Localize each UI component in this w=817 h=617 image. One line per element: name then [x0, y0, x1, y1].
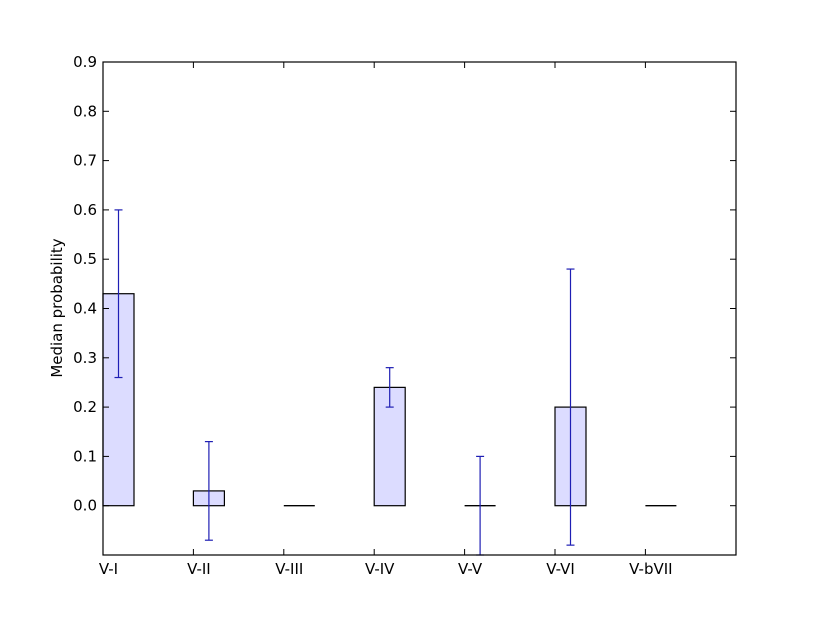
y-tick-label: 0.2: [73, 398, 97, 416]
x-tick-label: V-III: [275, 560, 303, 578]
y-tick-label: 0.3: [73, 349, 97, 367]
plot-area: 0.0 0.1 0.2 0.3 0.4 0.5 0.6 0.7 0.8 0.9 V-I V-II V-I…: [73, 53, 737, 578]
y-tick-label: 0.4: [73, 300, 97, 318]
y-tick-label: 0.0: [73, 497, 97, 515]
x-tick-label: V-II: [187, 560, 211, 578]
y-tick-label: 0.8: [73, 102, 97, 120]
y-tick-label: 0.9: [73, 53, 97, 71]
y-tick-label: 0.1: [73, 447, 97, 465]
x-tick-label: V-VI: [546, 560, 575, 578]
x-tick-label: V-I: [99, 560, 118, 578]
x-tick-label: V-V: [458, 560, 483, 578]
y-tick-label: 0.7: [73, 152, 97, 170]
y-tick-label: 0.6: [73, 201, 97, 219]
x-tick-label: V-IV: [365, 560, 395, 578]
y-tick-label: 0.5: [73, 250, 97, 268]
y-axis-label: Median probability: [48, 238, 66, 377]
x-tick-label: V-bVII: [629, 560, 672, 578]
